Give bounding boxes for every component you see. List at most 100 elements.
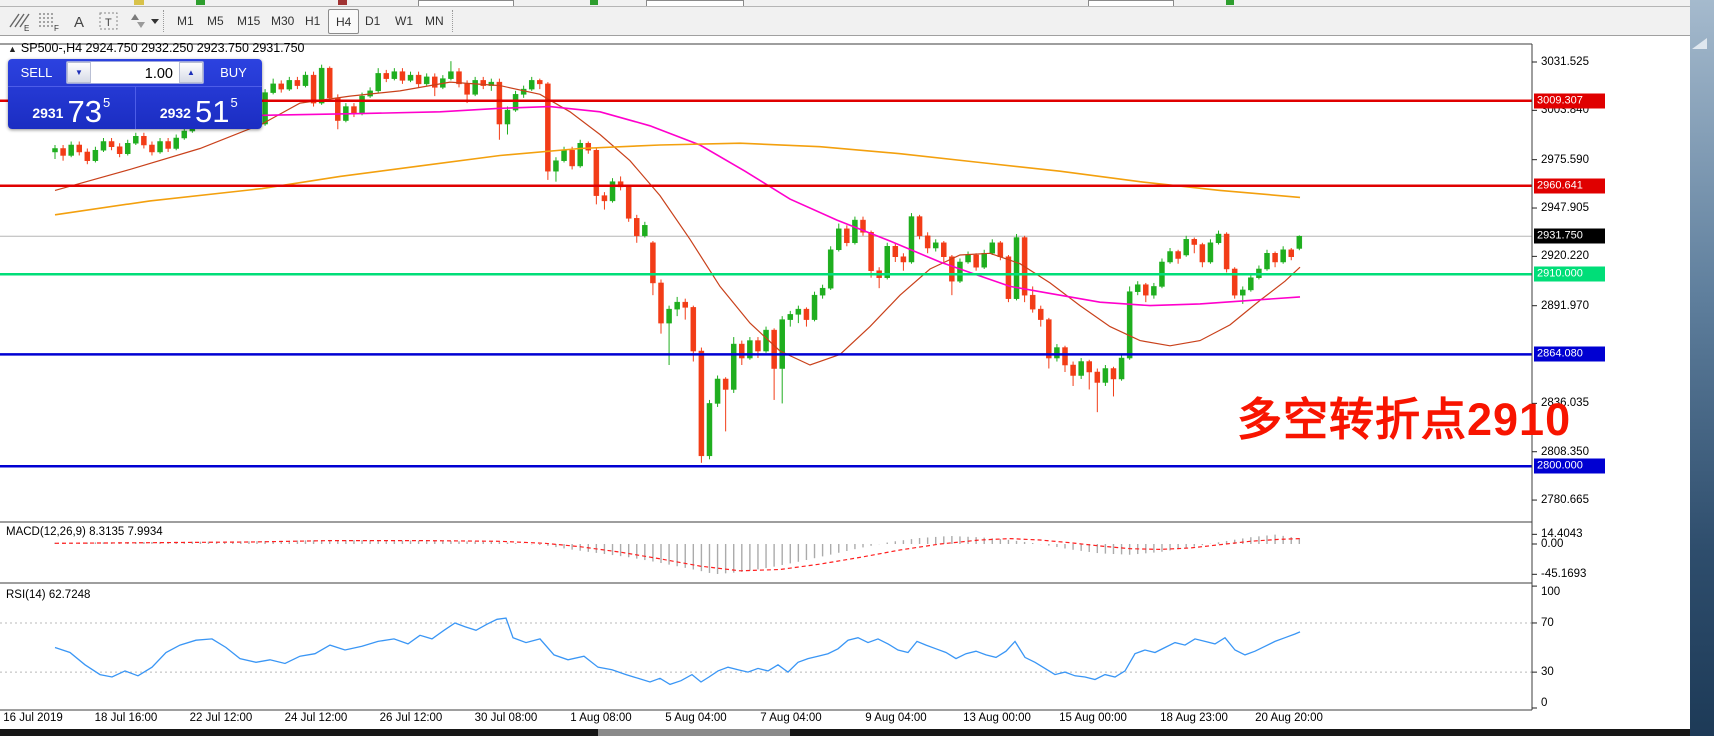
remnant-input bbox=[1088, 0, 1174, 6]
volume-decrease-button[interactable]: ▼ bbox=[67, 62, 91, 83]
one-click-trade-panel: SELL ▼ 1.00 ▲ BUY 2931 73 5 2932 51 5 bbox=[8, 59, 262, 129]
timeframe-button-m1[interactable]: M1 bbox=[177, 13, 194, 28]
price-badge: 2864.080 bbox=[1534, 346, 1605, 362]
timeframe-button-d1[interactable]: D1 bbox=[365, 13, 381, 28]
macd-axis-label: 14.4043 bbox=[1541, 528, 1583, 541]
timeframe-button-m30[interactable]: M30 bbox=[271, 13, 295, 28]
chevron-down-icon: ▼ bbox=[75, 68, 83, 77]
rsi-indicator-label: RSI(14) 62.7248 bbox=[6, 589, 91, 601]
timeframe-button-m5[interactable]: M5 bbox=[207, 13, 224, 28]
buy-price-sup: 5 bbox=[230, 95, 238, 110]
scrollbar-thumb[interactable] bbox=[598, 729, 790, 736]
timeframe-button-h4[interactable]: H4 bbox=[328, 9, 360, 34]
date-axis-label: 16 Jul 2019 bbox=[3, 712, 63, 724]
equidistant-channel-tool-icon[interactable]: E bbox=[6, 9, 32, 33]
remnant-icon bbox=[338, 0, 347, 5]
macd-axis-label: 0.00 bbox=[1541, 538, 1564, 550]
date-axis-label: 24 Jul 12:00 bbox=[284, 712, 348, 724]
panel-collapse-icon[interactable]: ▲ bbox=[8, 44, 17, 54]
macd-axis-label: -45.1693 bbox=[1541, 568, 1587, 581]
macd-pane bbox=[54, 534, 1301, 574]
rsi-axis-label: 100 bbox=[1541, 586, 1561, 598]
price-axis-label: 2780.665 bbox=[1541, 494, 1589, 507]
buy-price-button[interactable]: 2932 51 5 bbox=[136, 87, 263, 129]
volume-increase-button[interactable]: ▲ bbox=[179, 62, 203, 83]
price-axis-label: 2947.905 bbox=[1541, 202, 1589, 215]
timeframe-button-h1[interactable]: H1 bbox=[305, 13, 321, 28]
price-axis-label: 2808.350 bbox=[1541, 445, 1589, 458]
volume-stepper: ▼ 1.00 ▲ bbox=[66, 61, 204, 84]
date-axis-label: 20 Aug 20:00 bbox=[1255, 712, 1323, 724]
scroll-to-end-icon bbox=[1692, 38, 1707, 49]
remnant-icon bbox=[196, 0, 205, 5]
chart-title-text: SP500-,H4 2924.750 2932.250 2923.750 293… bbox=[20, 41, 305, 55]
slow-ma-line bbox=[54, 142, 1301, 216]
remnant-icon bbox=[590, 0, 598, 5]
text-box-tool-icon[interactable]: T bbox=[96, 9, 122, 33]
sell-price-sup: 5 bbox=[102, 95, 111, 110]
timeframe-button-mn[interactable]: MN bbox=[425, 13, 444, 28]
rsi-pane bbox=[0, 617, 1532, 686]
toolbar-separator bbox=[452, 10, 453, 32]
price-badge: 3009.307 bbox=[1534, 93, 1605, 109]
chart-title: ▲ SP500-,H4 2924.750 2932.250 2923.750 29… bbox=[8, 41, 305, 55]
date-axis-label: 13 Aug 00:00 bbox=[963, 712, 1031, 724]
fibonacci-retracement-tool-icon[interactable]: F bbox=[36, 9, 62, 33]
timeframe-button-w1[interactable]: W1 bbox=[395, 13, 413, 28]
remnant-input bbox=[418, 0, 514, 6]
chart-toolbar: E F A T M1 M5 M15 M30 H1 H4 D1 W1 MN bbox=[0, 7, 1690, 36]
sell-price-small: 2931 bbox=[32, 105, 64, 121]
text-label-tool-icon[interactable]: A bbox=[66, 9, 92, 33]
date-axis-label: 1 Aug 08:00 bbox=[570, 712, 632, 724]
window-right-edge bbox=[1690, 0, 1714, 736]
svg-text:T: T bbox=[105, 17, 112, 29]
horizontal-scrollbar bbox=[0, 729, 1714, 736]
sell-price-big: 73 bbox=[67, 94, 102, 129]
date-axis-label: 5 Aug 04:00 bbox=[665, 712, 727, 724]
buy-price-small: 2932 bbox=[159, 105, 191, 121]
date-axis bbox=[0, 711, 1690, 729]
timeframe-button-m15[interactable]: M15 bbox=[237, 13, 261, 28]
date-axis-label: 7 Aug 04:00 bbox=[760, 712, 822, 724]
buy-price-big: 51 bbox=[194, 94, 230, 129]
date-axis-label: 30 Jul 08:00 bbox=[474, 712, 538, 724]
chart-annotation-text: 多空转折点2910 bbox=[1237, 394, 1572, 445]
svg-text:F: F bbox=[54, 24, 59, 32]
rsi-axis-label: 0 bbox=[1541, 697, 1548, 709]
remnant-icon bbox=[1226, 0, 1234, 5]
date-axis-label: 26 Jul 12:00 bbox=[379, 712, 443, 724]
price-axis-label: 2891.970 bbox=[1541, 299, 1589, 312]
pane-borders bbox=[0, 43, 1533, 711]
price-badge: 2910.000 bbox=[1534, 266, 1605, 282]
sell-button[interactable]: SELL bbox=[20, 65, 53, 80]
price-badge: 2931.750 bbox=[1534, 228, 1605, 244]
date-axis-label: 9 Aug 04:00 bbox=[865, 712, 927, 724]
buy-button[interactable]: BUY bbox=[220, 65, 247, 80]
rsi-axis-label: 70 bbox=[1541, 616, 1554, 629]
date-axis-label: 18 Aug 23:00 bbox=[1160, 712, 1228, 724]
price-axis-label: 2975.590 bbox=[1541, 153, 1589, 166]
macd-indicator-label: MACD(12,26,9) 8.3135 7.9934 bbox=[6, 526, 163, 538]
remnant-icon bbox=[134, 0, 144, 5]
object-arrows-tool-icon[interactable] bbox=[126, 9, 162, 33]
chevron-up-icon: ▲ bbox=[187, 68, 195, 77]
toolbar-separator bbox=[163, 10, 164, 32]
price-axis-label: 2836.035 bbox=[1541, 397, 1589, 410]
mid-ma-line bbox=[54, 105, 1301, 307]
date-axis-label: 18 Jul 16:00 bbox=[94, 712, 158, 724]
price-badge: 2800.000 bbox=[1534, 458, 1605, 474]
sell-price-button[interactable]: 2931 73 5 bbox=[8, 87, 136, 129]
remnant-input bbox=[646, 0, 744, 6]
upper-toolbar-remnant bbox=[0, 0, 1690, 7]
fast-ma-line bbox=[54, 81, 1301, 366]
svg-text:E: E bbox=[24, 24, 29, 32]
price-axis-label: 3031.525 bbox=[1541, 56, 1589, 68]
svg-text:A: A bbox=[74, 14, 84, 31]
price-badge: 2960.641 bbox=[1534, 178, 1605, 194]
date-axis-label: 15 Aug 00:00 bbox=[1059, 712, 1127, 724]
volume-input[interactable]: 1.00 bbox=[144, 66, 173, 82]
date-axis-label: 22 Jul 12:00 bbox=[189, 712, 253, 724]
price-axis-label: 2920.220 bbox=[1541, 250, 1589, 263]
